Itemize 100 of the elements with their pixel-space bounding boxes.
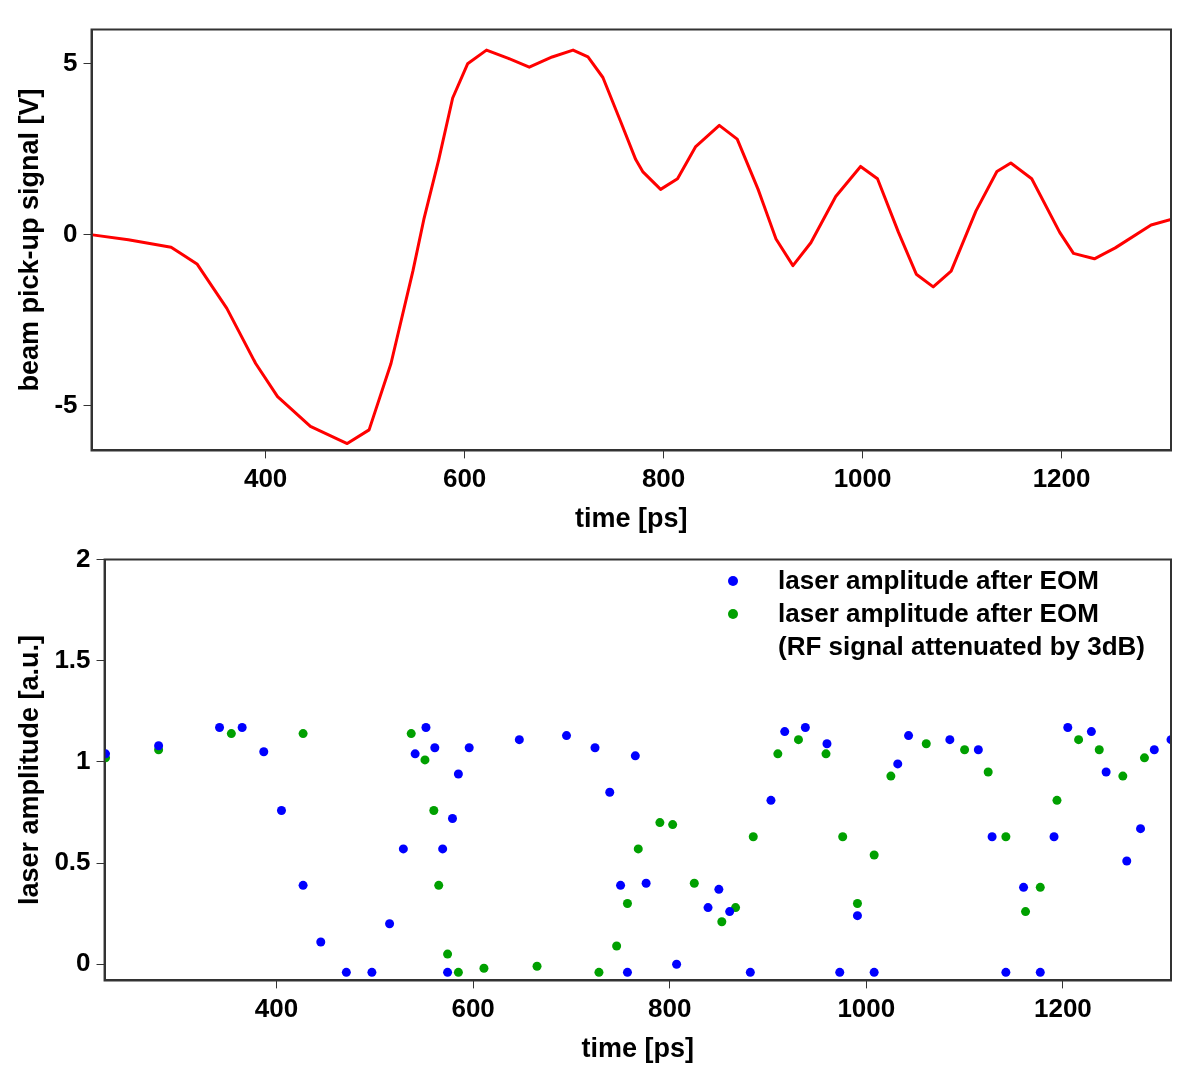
y-tick-label: -5 (54, 389, 78, 420)
point (616, 880, 626, 890)
point (945, 735, 955, 745)
point (532, 961, 542, 971)
point (725, 907, 735, 917)
point (821, 749, 831, 759)
x-tick-label: 600 (442, 463, 487, 494)
point (703, 903, 713, 913)
point (1118, 771, 1128, 781)
point (1001, 832, 1011, 842)
point (479, 963, 489, 973)
point (1139, 753, 1149, 763)
point (298, 880, 308, 890)
point (298, 729, 308, 739)
point (276, 805, 286, 815)
point (838, 832, 848, 842)
point (438, 844, 448, 854)
point (453, 769, 463, 779)
point (514, 735, 524, 745)
point (1035, 967, 1045, 977)
point (316, 937, 326, 947)
point (766, 795, 776, 805)
point (612, 941, 622, 951)
x-tick-label: 1200 (1032, 463, 1091, 494)
x-tick-label: 1000 (837, 993, 896, 1024)
point (447, 814, 457, 824)
point (622, 967, 632, 977)
point (421, 723, 431, 733)
point (605, 787, 615, 797)
point (1049, 832, 1059, 842)
point (672, 959, 682, 969)
point (385, 919, 395, 929)
point (367, 967, 377, 977)
point (1101, 767, 1111, 777)
point (215, 723, 225, 733)
point (668, 820, 678, 830)
point (780, 727, 790, 737)
point (226, 729, 236, 739)
point (410, 749, 420, 759)
point (655, 818, 665, 828)
point (154, 741, 164, 751)
point (641, 878, 651, 888)
point (822, 739, 832, 749)
x-tick-label: 400 (243, 463, 288, 494)
point (1136, 824, 1146, 834)
point (852, 911, 862, 921)
x-tick-label: 1000 (833, 463, 892, 494)
y-tick-label: 0 (76, 947, 91, 978)
y-tick-label: 1 (76, 745, 91, 776)
point (420, 755, 430, 765)
point (1063, 723, 1073, 733)
point (835, 967, 845, 977)
point (398, 844, 408, 854)
x-tick-label: 1200 (1033, 993, 1092, 1024)
x-axis-title: time [ps] (575, 503, 688, 534)
point (960, 745, 970, 755)
point (434, 880, 444, 890)
point (869, 967, 879, 977)
y-tick-label: 0 (63, 218, 78, 249)
point (429, 805, 439, 815)
x-tick-label: 400 (254, 993, 299, 1024)
point (893, 759, 903, 769)
point (590, 743, 600, 753)
point (1122, 856, 1132, 866)
x-tick-label: 800 (648, 993, 692, 1024)
legend-label: laser amplitude after EOM (RF signal attenuated by 3dB) (778, 597, 1145, 663)
y-axis-title: beam pick-up signal [V] (13, 88, 44, 392)
point (921, 739, 931, 749)
point (453, 967, 463, 977)
point (406, 729, 416, 739)
point (1086, 727, 1096, 737)
point (1019, 882, 1029, 892)
point (1001, 967, 1011, 977)
x-tick-label: 800 (641, 463, 686, 494)
point (630, 751, 640, 761)
point (259, 747, 269, 757)
point (793, 735, 803, 745)
x-axis-title: time [ps] (581, 1033, 695, 1064)
y-tick-label: 1.5 (54, 643, 91, 674)
point (800, 723, 810, 733)
point (1074, 735, 1084, 745)
point (633, 844, 643, 854)
y-tick-label: 2 (76, 542, 91, 573)
point (983, 767, 993, 777)
x-tick-label: 600 (451, 993, 495, 1024)
point (714, 884, 724, 894)
point (1149, 745, 1159, 755)
point (430, 743, 440, 753)
point (443, 949, 453, 959)
y-tick-label: 0.5 (54, 846, 91, 877)
point (443, 967, 453, 977)
point (717, 917, 727, 927)
point (464, 743, 474, 753)
point (1035, 882, 1045, 892)
point (622, 899, 632, 909)
y-tick-label: 5 (63, 46, 78, 77)
point (731, 903, 741, 913)
point (773, 749, 783, 759)
point (341, 967, 351, 977)
point (237, 723, 247, 733)
